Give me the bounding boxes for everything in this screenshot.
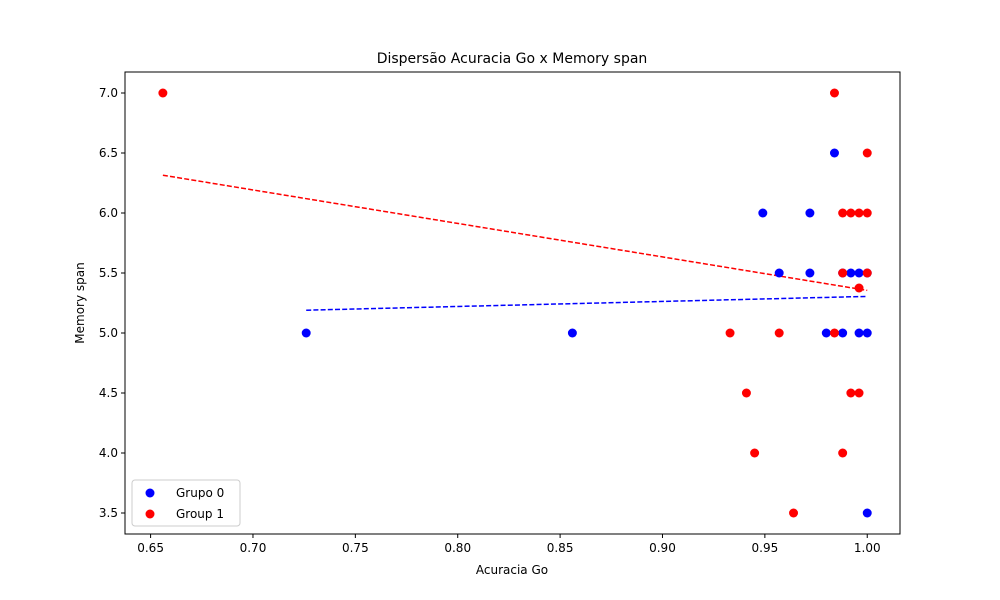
data-point-series-0-10 xyxy=(846,268,856,278)
data-point-series-1-18 xyxy=(862,268,872,278)
y-tick-label-1: 4.0 xyxy=(99,446,118,460)
legend-box xyxy=(131,479,241,527)
data-point-series-0-13 xyxy=(862,328,872,338)
data-point-series-0-11 xyxy=(854,268,864,278)
data-point-series-1-6 xyxy=(829,88,839,98)
data-point-series-1-10 xyxy=(838,448,848,458)
data-point-series-0-1 xyxy=(567,328,577,338)
data-point-series-1-17 xyxy=(862,208,872,218)
x-tick-label-3: 0.80 xyxy=(444,541,471,555)
legend-label-1: Group 1 xyxy=(176,507,224,521)
data-point-series-0-3 xyxy=(774,268,784,278)
y-tick-label-6: 6.5 xyxy=(99,146,118,160)
trendline-series-1 xyxy=(162,174,868,292)
data-point-series-0-15 xyxy=(862,508,872,518)
y-axis-label: Memory span xyxy=(73,262,87,343)
x-tick-label-2: 0.75 xyxy=(342,541,369,555)
data-point-series-0-0 xyxy=(301,328,311,338)
x-tick-label-7: 1.00 xyxy=(854,541,881,555)
x-tick-label-5: 0.90 xyxy=(649,541,676,555)
data-point-series-1-2 xyxy=(741,388,751,398)
data-point-series-1-14 xyxy=(854,283,864,293)
data-point-series-1-5 xyxy=(789,508,799,518)
data-point-series-1-4 xyxy=(774,328,784,338)
data-point-series-1-8 xyxy=(838,208,848,218)
data-point-series-0-4 xyxy=(805,208,815,218)
y-tick-label-7: 7.0 xyxy=(99,86,118,100)
data-point-series-0-2 xyxy=(758,208,768,218)
data-point-series-1-16 xyxy=(862,148,872,158)
axes-frame xyxy=(124,71,901,535)
legend-label-0: Grupo 0 xyxy=(176,486,224,500)
legend-marker-1 xyxy=(145,509,155,519)
data-point-series-0-8 xyxy=(838,328,848,338)
y-tick-label-5: 6.0 xyxy=(99,206,118,220)
data-point-series-1-13 xyxy=(854,208,864,218)
data-point-series-0-12 xyxy=(854,328,864,338)
y-tick-label-3: 5.0 xyxy=(99,326,118,340)
x-axis-label: Acuracia Go xyxy=(476,563,548,577)
data-point-series-0-7 xyxy=(829,148,839,158)
data-point-series-1-12 xyxy=(846,388,856,398)
data-point-series-1-3 xyxy=(750,448,760,458)
data-point-series-0-5 xyxy=(805,268,815,278)
plot-area: 0.65 0.70 0.75 0.80 0.85 0.90 0.95 1.00 3.5 4.0 4.… xyxy=(99,71,901,555)
x-tick-label-1: 0.70 xyxy=(240,541,267,555)
y-tick-label-4: 5.5 xyxy=(99,266,118,280)
data-point-series-1-1 xyxy=(725,328,735,338)
data-point-series-1-7 xyxy=(829,328,839,338)
x-tick-label-6: 0.95 xyxy=(752,541,779,555)
y-tick-label-2: 4.5 xyxy=(99,386,118,400)
chart-title: Dispersão Acuracia Go x Memory span xyxy=(377,51,648,67)
data-point-series-0-6 xyxy=(821,328,831,338)
data-point-series-1-0 xyxy=(158,88,168,98)
data-point-series-1-9 xyxy=(838,268,848,278)
legend-marker-0 xyxy=(145,488,155,498)
x-tick-label-4: 0.85 xyxy=(547,541,574,555)
x-tick-label-0: 0.65 xyxy=(137,541,164,555)
y-tick-label-0: 3.5 xyxy=(99,506,118,520)
data-point-series-1-15 xyxy=(854,388,864,398)
data-point-series-1-11 xyxy=(846,208,856,218)
